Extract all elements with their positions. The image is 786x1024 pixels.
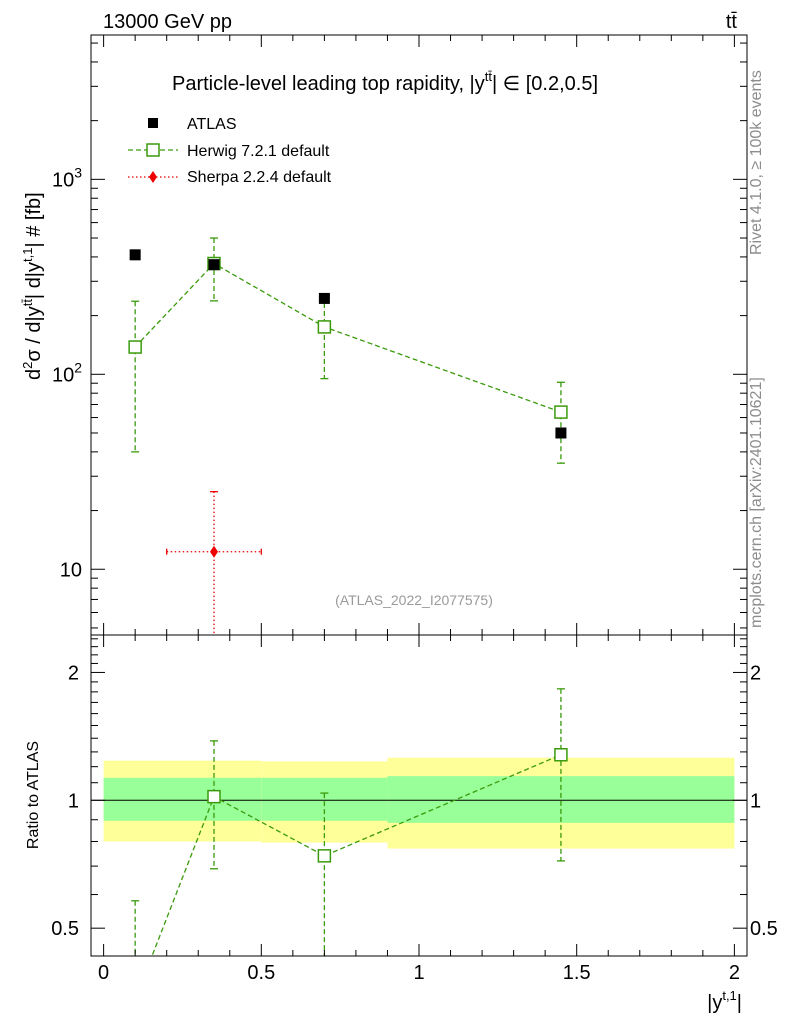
herwig-ratio-point [554,748,568,762]
ratio-y-axis-label: Ratio to ATLAS [25,741,42,849]
herwig-point [317,320,332,334]
header-process-label: tt̄ [726,11,738,33]
legend-entry-sherpa: Sherpa 2.2.4 default [128,169,332,186]
ratio-y-tick-label-right: 2 [750,662,761,684]
ratio-band-inner [103,777,262,821]
analysis-watermark: (ATLAS_2022_I2077575) [335,592,493,608]
ratio-y-tick-labels: 0.5 0.5 1 1 2 2 [51,662,778,940]
x-tick-label: 0 [98,962,109,984]
legend-atlas-label: ATLAS [187,116,237,133]
ratio-y-tick-label-left: 2 [68,662,79,684]
mcplots-reference-label: mcplots.cern.ch [arXiv:2401.10621] [748,377,765,628]
atlas-point [555,427,567,439]
legend-sherpa-marker [149,171,157,183]
x-axis-label: |yt,1| [707,988,742,1014]
rivet-version-label: Rivet 4.1.0, ≥ 100k events [748,70,765,255]
x-tick-label: 0.5 [247,962,275,984]
legend-entry-atlas: ATLAS [148,116,237,133]
ratio-uncertainty-bands [103,757,735,849]
ratio-band-inner [387,776,735,823]
legend-entry-herwig: Herwig 7.2.1 default [128,143,330,160]
herwig-line [134,262,562,413]
herwig-ratio-line [151,754,562,956]
sherpa-point [210,545,218,558]
header-energy-label: 13000 GeV pp [103,11,232,33]
ratio-y-tick-label-left: 0.5 [51,918,79,940]
main-y-tick-label: 102 [52,359,82,386]
main-y-tick-label: 103 [52,164,82,191]
x-tick-label: 1 [413,962,424,984]
atlas-point [208,259,220,271]
legend-sherpa-label: Sherpa 2.2.4 default [187,169,332,186]
herwig-ratio-point [317,849,332,863]
herwig-ratio-point [207,789,221,804]
main-axis-ticks [91,35,747,635]
legend-atlas-marker [148,118,158,128]
main-y-axis-label: d2σ / d|ytt̄| d|yt,1| # [fb] [20,192,45,380]
main-title: Particle-level leading top rapidity, |yt… [172,69,598,95]
ratio-y-tick-label-right: 0.5 [750,918,778,940]
ratio-band-inner [261,777,388,821]
x-tick-label: 2 [729,962,740,984]
herwig-point [128,340,142,354]
atlas-point [129,249,141,261]
ratio-y-tick-label-right: 1 [750,790,761,812]
main-series-layer [128,237,568,635]
main-panel: 10 102 103 Particle-level leading top rapi… [20,34,748,636]
ratio-axis-ticks [91,635,747,956]
legend-herwig-marker [146,143,160,157]
main-y-tick-labels: 10 102 103 [52,164,82,581]
main-y-tick-label: 10 [60,559,82,581]
ratio-series-layer [131,688,568,956]
herwig-point [554,405,568,419]
atlas-point [318,292,330,304]
legend: ATLAS Herwig 7.2.1 default Sherpa 2.2.4 … [128,116,332,186]
x-tick-label: 1.5 [563,962,591,984]
legend-herwig-label: Herwig 7.2.1 default [187,143,330,160]
ratio-panel: 0.5 0.5 1 1 2 2 0 0.5 1 1.5 2 Ratio to ATLAS |yt,… [25,634,778,1014]
ratio-y-tick-label-left: 1 [68,790,79,812]
x-tick-labels: 0 0.5 1 1.5 2 [98,962,740,984]
